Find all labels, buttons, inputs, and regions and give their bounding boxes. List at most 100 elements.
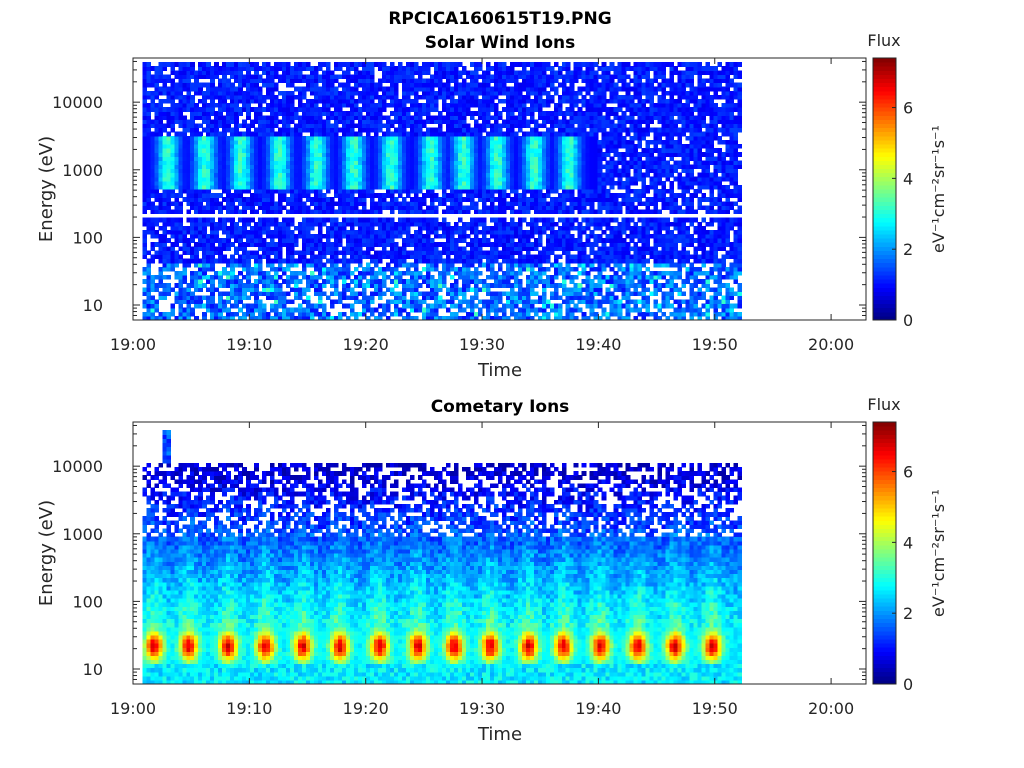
heatmap-cell	[417, 156, 423, 161]
heatmap-cell	[306, 139, 311, 145]
heatmap-cell	[294, 258, 299, 264]
heatmap-cell	[381, 176, 387, 182]
heatmap-cell	[154, 205, 159, 211]
heatmap-cell	[166, 172, 171, 178]
heatmap-cell	[266, 283, 271, 288]
heatmap-cell	[174, 258, 179, 264]
heatmap-cell	[178, 270, 183, 276]
heatmap-cell	[397, 148, 403, 153]
heatmap-cell	[477, 254, 483, 260]
heatmap-cell	[226, 168, 231, 174]
heatmap-cell	[385, 238, 391, 243]
heatmap-cell	[194, 242, 199, 247]
heatmap-cell	[513, 94, 519, 100]
heatmap-cell	[330, 184, 335, 190]
heatmap-cell	[389, 168, 395, 174]
heatmap-cell	[342, 98, 347, 104]
heatmap-cell	[214, 274, 219, 280]
heatmap-cell	[178, 291, 183, 297]
heatmap-cell	[194, 127, 199, 133]
heatmap-cell	[270, 103, 275, 108]
heatmap-cell	[465, 283, 471, 288]
heatmap-cell	[354, 86, 359, 92]
heatmap-cell	[493, 311, 499, 317]
heatmap-cell	[393, 164, 399, 170]
heatmap-cell	[437, 66, 443, 71]
heatmap-cell	[274, 246, 279, 251]
heatmap-cell	[226, 209, 231, 215]
heatmap-cell	[377, 86, 383, 92]
heatmap-cell	[389, 180, 395, 186]
heatmap-cell	[417, 107, 423, 112]
heatmap-cell	[154, 250, 159, 256]
heatmap-cell	[258, 246, 263, 251]
heatmap-cell	[401, 90, 407, 96]
heatmap-cell	[166, 176, 171, 182]
heatmap-cell	[162, 160, 167, 166]
heatmap-cell	[389, 270, 395, 276]
heatmap-cell	[302, 270, 307, 276]
heatmap-cell	[405, 82, 411, 88]
heatmap-cell	[465, 86, 471, 92]
heatmap-cell	[401, 262, 407, 268]
heatmap-cell	[222, 160, 227, 166]
heatmap-cell	[397, 229, 403, 235]
heatmap-cell	[274, 254, 279, 260]
heatmap-cell	[162, 315, 167, 321]
heatmap-cell	[170, 266, 175, 272]
heatmap-cell	[437, 86, 443, 92]
heatmap-cell	[294, 209, 299, 215]
heatmap-cell	[497, 62, 503, 67]
heatmap-cell	[282, 229, 287, 235]
heatmap-cell	[258, 156, 263, 161]
heatmap-cell	[278, 189, 283, 194]
heatmap-cell	[186, 283, 191, 288]
heatmap-cell	[366, 184, 371, 190]
heatmap-cell	[509, 139, 515, 145]
heatmap-cell	[374, 123, 379, 129]
heatmap-cell	[198, 197, 203, 202]
heatmap-cell	[501, 205, 507, 211]
heatmap-cell	[234, 209, 239, 215]
heatmap-cell	[465, 111, 471, 116]
heatmap-cell	[477, 172, 483, 178]
heatmap-cell	[170, 217, 175, 223]
heatmap-cell	[142, 209, 147, 215]
heatmap-cell	[234, 291, 239, 297]
heatmap-cell	[409, 74, 415, 80]
heatmap-cell	[501, 152, 507, 157]
heatmap-cell	[346, 143, 351, 149]
heatmap-cell	[170, 193, 175, 198]
heatmap-cell	[421, 156, 427, 161]
heatmap-cell	[326, 107, 331, 112]
heatmap-cell	[294, 274, 299, 280]
heatmap-cell	[497, 225, 503, 231]
heatmap-cell	[385, 90, 391, 96]
heatmap-cell	[318, 131, 323, 137]
heatmap-cell	[485, 197, 491, 202]
heatmap-cell	[330, 180, 335, 186]
heatmap-cell	[178, 229, 183, 235]
heatmap-cell	[405, 172, 411, 178]
heatmap-cell	[266, 135, 271, 141]
heatmap-cell	[278, 303, 283, 309]
heatmap-cell	[481, 201, 487, 206]
heatmap-cell	[453, 111, 459, 116]
heatmap-cell	[266, 62, 271, 67]
heatmap-cell	[158, 274, 163, 280]
heatmap-cell	[449, 283, 455, 288]
heatmap-cell	[182, 197, 187, 202]
heatmap-cell	[202, 217, 207, 223]
heatmap-cell	[214, 135, 219, 141]
heatmap-cell	[473, 246, 479, 251]
heatmap-cell	[501, 217, 507, 223]
heatmap-cell	[481, 193, 487, 198]
heatmap-cell	[513, 250, 519, 256]
heatmap-cell	[513, 148, 519, 153]
heatmap-cell	[230, 103, 235, 108]
heatmap-cell	[377, 82, 383, 88]
heatmap-cell	[142, 234, 147, 239]
heatmap-cell	[322, 135, 327, 141]
heatmap-cell	[362, 217, 367, 223]
heatmap-cell	[393, 295, 399, 301]
